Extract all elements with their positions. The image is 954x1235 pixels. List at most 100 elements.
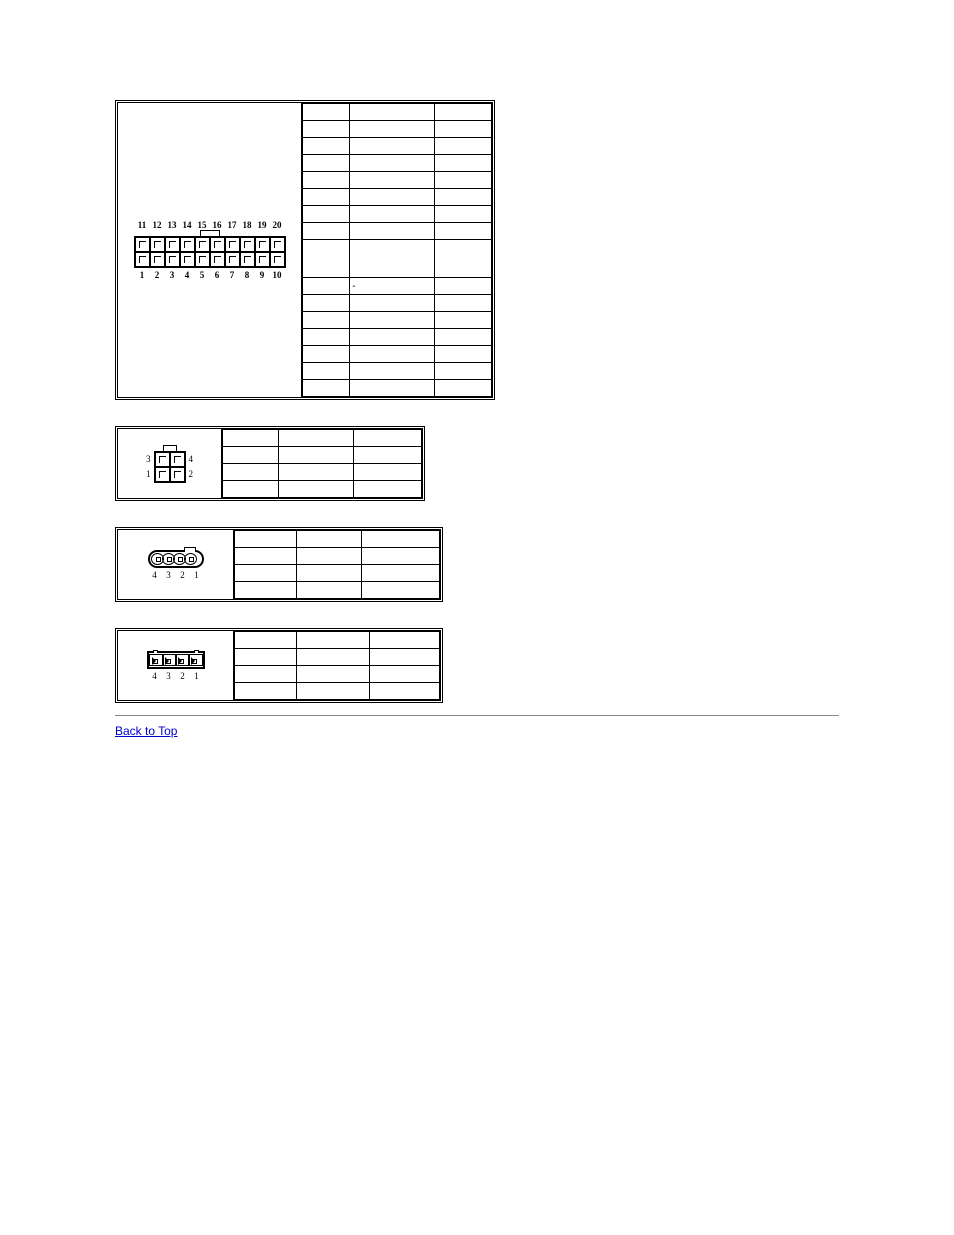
pin-label: 7 <box>225 270 240 280</box>
table-cell <box>350 206 435 223</box>
pin-icon <box>135 237 150 252</box>
table-row <box>303 206 492 223</box>
pin-labels-bottom: 4 3 2 1 <box>147 671 205 681</box>
pin-label: 4 <box>148 570 162 580</box>
pin-icon <box>225 237 240 252</box>
table-cell <box>362 565 440 582</box>
diagram-cell: 3 1 4 2 <box>118 429 222 498</box>
table-cell <box>303 278 350 295</box>
table-cell <box>350 363 435 380</box>
table-row <box>235 565 440 582</box>
table-cell <box>435 206 492 223</box>
table-cell <box>370 649 440 666</box>
pin-icon <box>135 252 150 267</box>
table-cell <box>296 565 362 582</box>
table-row <box>303 346 492 363</box>
pin-table <box>234 631 440 700</box>
pin-icon <box>184 553 197 565</box>
back-to-top-link[interactable]: Back to Top <box>115 724 177 738</box>
pin-label: 12 <box>150 220 165 230</box>
table-cell <box>223 464 279 481</box>
table-cell <box>296 666 370 683</box>
connector-diagram-4pin-square: 3 1 4 2 <box>143 445 196 483</box>
table-cell <box>278 464 354 481</box>
table-cell <box>370 683 440 700</box>
pin-label: 14 <box>180 220 195 230</box>
pin-label: 13 <box>165 220 180 230</box>
table-cell <box>303 329 350 346</box>
table-cell <box>303 189 350 206</box>
table-row <box>223 430 422 447</box>
table-cell <box>362 582 440 599</box>
table-cell <box>303 380 350 397</box>
table-cell <box>435 312 492 329</box>
pin-labels-bottom: 1 2 3 4 5 6 7 8 9 10 <box>134 270 286 280</box>
table-row <box>223 447 422 464</box>
table-cell <box>303 104 350 121</box>
pin-label: 19 <box>255 220 270 230</box>
pin-row <box>135 237 285 252</box>
pin-icon <box>180 252 195 267</box>
table-cell <box>296 531 362 548</box>
pin-labels-top: 11 12 13 14 15 16 17 18 19 20 <box>134 220 286 230</box>
table-cell <box>235 649 297 666</box>
table-cell <box>350 104 435 121</box>
pin-label: 15 <box>195 220 210 230</box>
table-row <box>303 312 492 329</box>
pin-label: 3 <box>162 570 176 580</box>
table-cell <box>350 312 435 329</box>
pin-label: 2 <box>150 270 165 280</box>
table-cell <box>235 632 297 649</box>
pin-icon <box>155 452 170 467</box>
table-cell <box>435 121 492 138</box>
pin-icon <box>165 237 180 252</box>
table-row <box>303 223 492 240</box>
table-cell <box>296 548 362 565</box>
pin-table-wrapper: - <box>302 103 492 397</box>
table-cell <box>354 430 422 447</box>
table-row <box>303 240 492 278</box>
pin-icon <box>270 237 285 252</box>
table-cell <box>350 240 435 278</box>
table-cell <box>350 121 435 138</box>
pin-table <box>234 530 440 599</box>
table-row <box>303 138 492 155</box>
pin-row <box>155 467 185 482</box>
pin-labels-bottom: 4 3 2 1 <box>148 570 204 580</box>
connector-block-4pin-oval: 4 3 2 1 <box>115 527 443 602</box>
pin-table: - <box>302 103 492 397</box>
pin-label: 1 <box>190 671 204 681</box>
table-cell <box>278 430 354 447</box>
pin-icon <box>255 237 270 252</box>
table-cell <box>362 531 440 548</box>
diagram-cell: 4 3 2 1 <box>118 530 234 599</box>
pin-row <box>135 252 285 267</box>
table-cell <box>296 683 370 700</box>
table-cell <box>350 346 435 363</box>
pin-icon <box>240 252 255 267</box>
table-cell <box>303 155 350 172</box>
connector-housing <box>134 236 286 268</box>
table-cell <box>435 278 492 295</box>
side-labels: 3 1 4 2 <box>143 451 196 483</box>
table-cell <box>435 240 492 278</box>
pin-label: 2 <box>176 570 190 580</box>
pin-label: 1 <box>143 467 154 482</box>
connector-clip <box>184 547 196 552</box>
table-cell: - <box>350 278 435 295</box>
pin-icon <box>195 252 210 267</box>
pin-icon <box>210 237 225 252</box>
table-row <box>303 172 492 189</box>
pin-icon <box>150 252 165 267</box>
table-cell <box>435 380 492 397</box>
pin-label: 3 <box>143 452 154 467</box>
table-cell <box>370 666 440 683</box>
pin-label: 1 <box>190 570 204 580</box>
pin-label: 16 <box>210 220 225 230</box>
pin-label: 20 <box>270 220 285 230</box>
connector-housing <box>148 550 204 568</box>
pin-label: 8 <box>240 270 255 280</box>
table-cell <box>303 363 350 380</box>
separator <box>115 715 839 716</box>
connector-block-4pin-rect: 4 3 2 1 <box>115 628 443 703</box>
